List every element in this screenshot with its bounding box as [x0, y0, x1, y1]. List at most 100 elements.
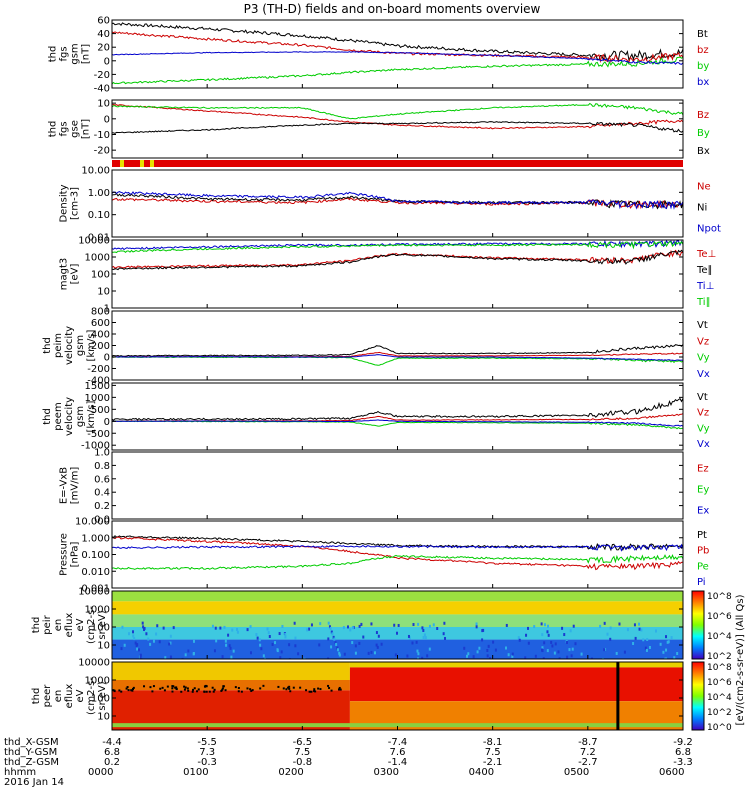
orbit-value: -5.5 [197, 737, 217, 748]
heatmap-dot [262, 684, 265, 687]
heatmap-speckle [135, 644, 138, 648]
heatmap-speckle [214, 626, 217, 630]
mode-bar [112, 160, 683, 167]
heatmap-speckle [274, 641, 277, 645]
heatmap-speckle [376, 645, 379, 649]
heatmap-speckle [543, 623, 546, 627]
heatmap-dot [308, 690, 311, 693]
heatmap-speckle [550, 640, 553, 644]
ylabel-line: thd [42, 337, 53, 354]
ylabel-line: thd [42, 408, 53, 425]
heatmap-dot [338, 688, 341, 691]
heatmap-speckle [255, 633, 258, 637]
ytick-label: 0 [104, 114, 110, 125]
ytick-label: 1500 [85, 381, 110, 392]
heatmap-speckle [249, 625, 252, 629]
orbit-value: -9.2 [673, 737, 693, 748]
heatmap-speckle [333, 637, 336, 641]
heatmap-speckle [169, 655, 172, 659]
heatmap-speckle [136, 647, 139, 651]
colorbar-tick: 10^2 [707, 708, 732, 718]
panel-frame [111, 520, 684, 589]
ytick-label: 0.001 [81, 584, 110, 595]
heatmap-speckle [676, 652, 679, 656]
heatmap-speckle [256, 636, 259, 640]
orbit-value: 0.2 [104, 757, 120, 768]
heatmap-band-pre1 [112, 679, 350, 691]
heatmap-dot [166, 685, 169, 688]
heatmap-dot [126, 686, 129, 689]
heatmap-dot [161, 686, 164, 689]
lines-peem_velocity [112, 397, 683, 430]
ylabel-line: peem [53, 402, 64, 430]
heatmap-dot [240, 690, 243, 693]
ytick-label: 0.10 [88, 210, 110, 221]
orbit-value: 0200 [278, 767, 303, 778]
orbit-value: -4.4 [102, 737, 122, 748]
heatmap-speckle [133, 637, 136, 641]
ylabel-line: thd [31, 688, 42, 705]
ytick-label: 1.00 [88, 188, 110, 199]
legend-Ez: Ez [697, 464, 709, 475]
heatmap-speckle [362, 635, 365, 639]
heatmap-speckle [475, 622, 478, 626]
ytick-label: 20 [97, 43, 110, 54]
heatmap-speckle [466, 654, 469, 658]
heatmap-speckle [373, 651, 376, 655]
heatmap-dot [249, 688, 252, 691]
heatmap-speckle [566, 641, 569, 645]
heatmap-dot [159, 687, 162, 690]
heatmap-dot [152, 685, 155, 688]
heatmap-speckle [640, 628, 643, 632]
ytick-label: 1000 [85, 393, 110, 404]
ytick-label: 10 [97, 287, 110, 298]
heatmap-dot [287, 686, 290, 689]
orbit-value: 0300 [374, 767, 399, 778]
legend-Te⊥: Te⊥ [696, 249, 716, 260]
legend-Vy: Vy [697, 423, 710, 434]
heatmap-speckle [428, 624, 431, 628]
heatmap-speckle [662, 650, 665, 654]
heatmap-dot [120, 690, 123, 693]
panel-temperature: 10000 1000 100 10 1 magt3 [eV] Te⊥ Te∥ Ti⊥ Ti∥ [59, 236, 717, 315]
heatmap-speckle [424, 636, 427, 640]
ytick-label: 0 [104, 353, 110, 364]
heatmap-speckle [603, 648, 606, 652]
series-line-Ne [112, 197, 683, 210]
heatmap-dot [130, 689, 133, 692]
heatmap-dot [143, 685, 146, 688]
plot-title: P3 (TH-D) fields and on-board moments ov… [244, 2, 541, 16]
heatmap-dot [314, 690, 317, 693]
ylabel-line: (cm2-s- [86, 606, 97, 644]
heatmap-speckle [655, 629, 658, 633]
heatmap-dot [174, 686, 177, 689]
orbit-value: -0.3 [197, 757, 217, 768]
heatmap-dot [196, 690, 199, 693]
heatmap-speckle [540, 622, 543, 626]
heatmap-dot [237, 690, 240, 693]
heatmap-speckle [421, 626, 424, 630]
ytick-label: 10000 [78, 587, 110, 598]
ylabel-line: gsm [70, 43, 81, 64]
heatmap-speckle [358, 624, 361, 628]
orbit-value: -2.1 [483, 757, 503, 768]
series-line-Pt [112, 535, 683, 552]
series-line-Vx [112, 419, 683, 427]
ylabel-line: (cm2-s- [86, 677, 97, 715]
heatmap-speckle [336, 646, 339, 650]
ytick-label: 400 [91, 330, 110, 341]
heatmap-speckle [472, 655, 475, 659]
heatmap-speckle [354, 651, 357, 655]
ylabel-line: [eV] [70, 264, 81, 285]
legend-by: by [697, 61, 709, 72]
panel-frame [111, 99, 684, 159]
mode-bar-mark [150, 160, 154, 167]
heatmap-speckle [249, 651, 252, 655]
legend-Te∥: Te∥ [696, 265, 713, 276]
ytick-label: 10.000 [75, 517, 110, 528]
series-line-Ti∥ [112, 240, 683, 254]
series-line-by [112, 56, 683, 85]
heatmap-speckle [367, 651, 370, 655]
heatmap-dot [313, 688, 316, 691]
heatmap-speckle [164, 656, 167, 659]
